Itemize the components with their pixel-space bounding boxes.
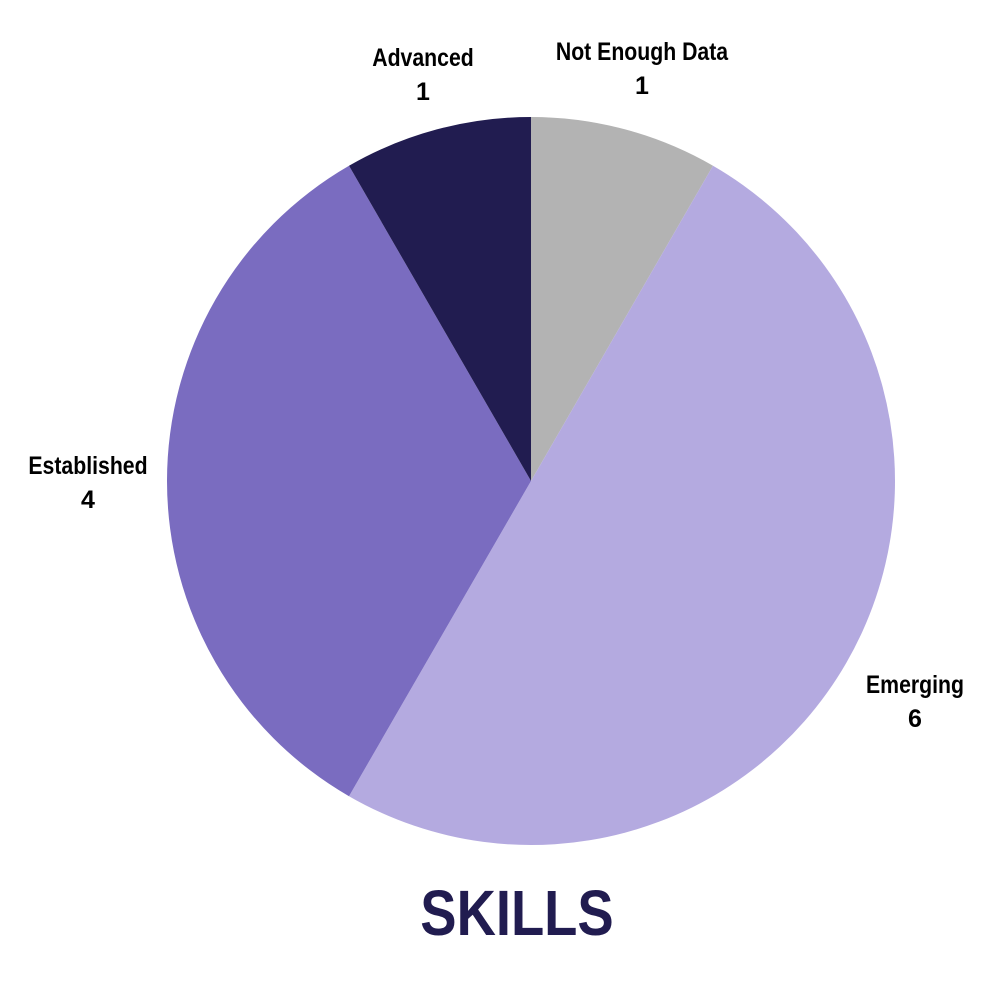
slice-label-name: Not Enough Data — [556, 37, 729, 65]
pie-slice-not-enough-data — [531, 117, 713, 481]
pie-slice-established — [166, 165, 531, 797]
slice-label-name: Emerging — [866, 670, 964, 698]
slice-label-name: Established — [28, 451, 147, 479]
slice-label-value: 6 — [908, 705, 922, 733]
slice-label-value: 4 — [81, 486, 95, 514]
slice-label-value: 1 — [635, 72, 649, 100]
pie-slice-advanced — [349, 117, 531, 481]
slice-label-value: 1 — [416, 78, 430, 106]
pie-slice-emerging — [349, 165, 895, 846]
slice-label-name: Advanced — [372, 43, 474, 71]
chart-title: SKILLS — [420, 877, 613, 949]
